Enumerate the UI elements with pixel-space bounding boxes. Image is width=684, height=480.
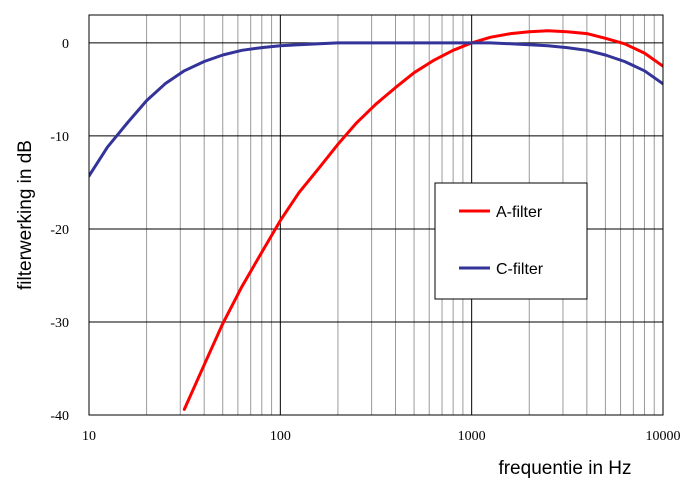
y-tick-label: -20 — [50, 223, 69, 238]
y-axis-title: filterwerking in dB — [15, 140, 36, 290]
y-tick-labels: 0 -10 -20 -30 -40 — [50, 37, 69, 424]
y-tick-label: -40 — [50, 409, 69, 424]
x-tick-label: 10000 — [646, 429, 681, 444]
series-line-c-filter — [89, 41, 663, 178]
legend-label-a-filter: A-filter — [496, 204, 543, 221]
x-tick-label: 100 — [270, 429, 291, 444]
series-layer — [89, 29, 663, 411]
plot-border — [88, 14, 664, 416]
y-tick-label: -10 — [50, 130, 69, 145]
y-tick-label: 0 — [62, 37, 69, 52]
x-tick-label: 1000 — [458, 429, 486, 444]
series-line-a-filter — [182, 29, 663, 411]
x-axis-title: frequentie in Hz — [498, 458, 631, 479]
x-tick-labels: 10 100 1000 10000 — [82, 429, 681, 444]
x-tick-label: 10 — [82, 429, 96, 444]
legend-box — [434, 182, 588, 300]
legend-label-c-filter: C-filter — [496, 261, 544, 278]
y-tick-label: -30 — [50, 316, 69, 331]
legend: A-filter C-filter — [434, 182, 588, 300]
